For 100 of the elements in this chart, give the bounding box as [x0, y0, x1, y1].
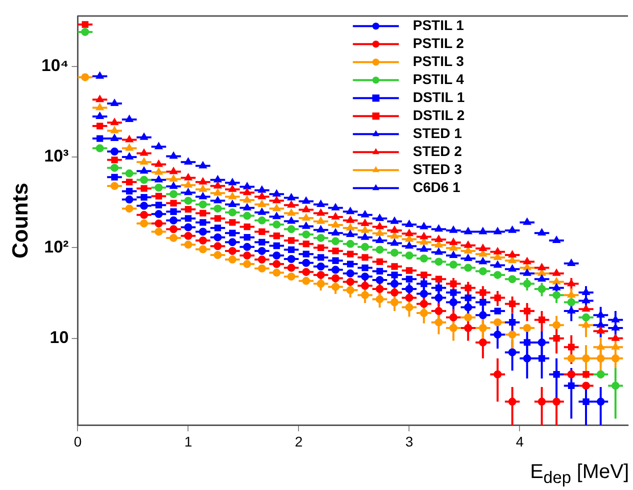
point	[154, 175, 163, 182]
point	[494, 260, 502, 268]
point	[508, 275, 516, 284]
point	[376, 295, 384, 304]
y-tick-label: 10⁴	[41, 56, 69, 76]
point	[346, 260, 354, 268]
point	[154, 142, 163, 150]
point	[405, 242, 414, 249]
point	[420, 272, 428, 278]
point	[140, 185, 148, 192]
point	[524, 308, 530, 314]
legend-label: STED 2	[412, 142, 462, 159]
point	[126, 188, 133, 195]
point	[302, 250, 310, 258]
point	[96, 135, 104, 142]
point	[582, 313, 590, 322]
point	[302, 230, 310, 238]
point	[287, 255, 296, 264]
point	[316, 262, 325, 270]
point	[449, 226, 458, 233]
point	[361, 210, 369, 218]
point	[332, 220, 340, 228]
point	[494, 270, 502, 279]
point	[170, 190, 178, 198]
point	[184, 240, 192, 249]
point	[434, 294, 443, 302]
point	[494, 308, 501, 314]
point	[449, 260, 458, 269]
point	[228, 184, 236, 192]
point	[198, 184, 207, 192]
point	[140, 166, 148, 174]
point	[214, 175, 222, 182]
point	[582, 382, 590, 390]
point	[200, 219, 206, 226]
point	[449, 313, 458, 322]
point	[464, 227, 472, 234]
point	[243, 251, 252, 260]
point	[125, 204, 134, 213]
point	[480, 298, 486, 306]
point	[302, 214, 310, 221]
point	[228, 238, 236, 246]
point	[155, 192, 162, 200]
point	[198, 200, 207, 208]
point	[449, 324, 458, 332]
point	[288, 237, 295, 244]
point	[420, 222, 428, 230]
point	[154, 184, 163, 192]
point	[390, 216, 398, 224]
point	[170, 182, 178, 189]
legend-label: PSTIL 1	[412, 16, 464, 33]
point	[170, 216, 178, 224]
point	[480, 289, 486, 296]
point	[332, 228, 340, 236]
point	[596, 326, 605, 334]
point	[449, 250, 458, 258]
point	[184, 223, 192, 232]
point	[464, 240, 472, 248]
point	[214, 251, 222, 260]
y-axis-title: Counts	[7, 182, 32, 258]
point	[81, 73, 90, 82]
point	[390, 248, 399, 257]
point	[582, 398, 590, 405]
point	[214, 233, 222, 242]
point	[538, 274, 546, 282]
point	[287, 264, 296, 272]
point	[272, 251, 281, 260]
point	[582, 288, 590, 296]
point	[125, 169, 134, 178]
point	[317, 254, 324, 261]
point	[316, 234, 325, 242]
point	[390, 288, 399, 297]
point	[243, 212, 252, 220]
point	[464, 254, 472, 261]
point	[140, 158, 148, 165]
point	[272, 268, 281, 277]
point	[302, 196, 310, 204]
legend-label: STED 3	[412, 160, 462, 177]
point	[82, 21, 88, 28]
point	[81, 28, 90, 36]
point	[552, 283, 560, 290]
point	[478, 311, 487, 320]
point	[390, 238, 398, 246]
point	[478, 257, 487, 264]
point	[96, 122, 104, 130]
point	[287, 225, 296, 234]
point	[154, 219, 163, 228]
point	[376, 268, 384, 275]
point	[287, 272, 296, 281]
point	[198, 245, 207, 254]
point	[523, 263, 532, 270]
point	[553, 371, 560, 378]
legend-label: DSTIL 1	[412, 88, 465, 105]
point	[302, 205, 310, 212]
point	[361, 242, 370, 251]
point	[96, 144, 104, 152]
point	[184, 173, 192, 180]
point	[538, 338, 546, 346]
point	[272, 190, 281, 197]
point	[258, 186, 266, 193]
point	[346, 250, 354, 258]
